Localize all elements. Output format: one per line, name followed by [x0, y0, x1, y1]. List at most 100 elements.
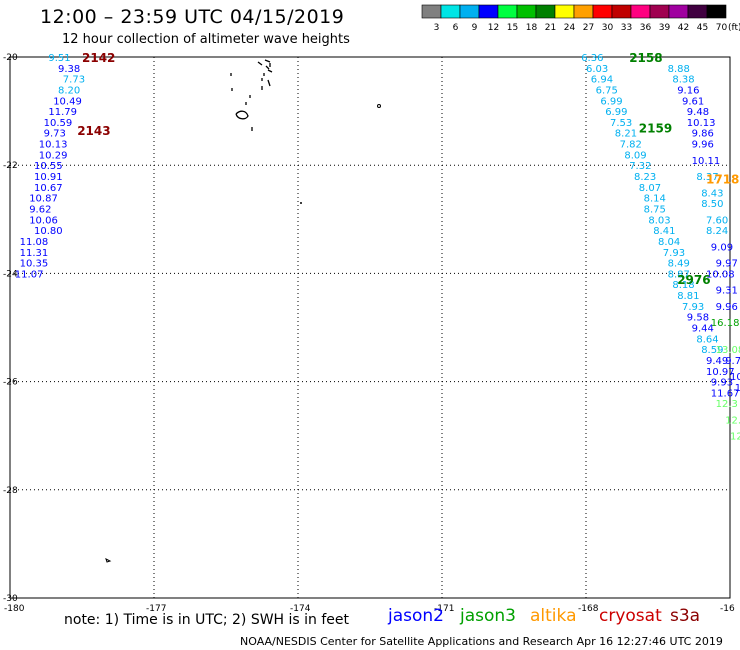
wave-height-value: 8.07 — [639, 183, 661, 194]
wave-height-value: 9.16 — [677, 85, 699, 96]
wave-height-value: 9.73 — [44, 129, 66, 140]
wave-height-value: 8.24 — [706, 226, 728, 237]
wave-height-value: 10.08 — [706, 269, 735, 280]
wave-height-value: 8.88 — [668, 64, 690, 75]
wave-height-value: 8.21 — [615, 129, 637, 140]
wave-height-value: 10.73 — [735, 383, 740, 394]
track-id-label: 2158 — [629, 51, 662, 65]
lon-tick-label: -177 — [146, 604, 166, 614]
wave-height-value: 9.38 — [58, 64, 80, 75]
wave-height-value: 11.08 — [20, 237, 49, 248]
island-outline — [105, 558, 112, 563]
wave-height-value: 9.58 — [687, 313, 709, 324]
wave-height-value: 8.09 — [624, 150, 646, 161]
wave-height-value: 11.67 — [711, 388, 740, 399]
wave-height-value: 12.3 — [716, 399, 738, 410]
wave-height-value: 10.13 — [687, 118, 716, 129]
wave-height-value: 9.62 — [29, 204, 51, 215]
wave-height-value: 8.49 — [668, 259, 690, 270]
scale-tick-label: 27 — [583, 23, 594, 33]
lat-tick-label: -26 — [3, 378, 18, 388]
wave-height-value: 11.31 — [20, 248, 49, 259]
track-id-label: 1718 — [706, 173, 739, 187]
lon-tick-label: -180 — [4, 604, 25, 614]
wave-height-value: 8.04 — [658, 237, 680, 248]
wave-height-value: 7.32 — [629, 161, 651, 172]
wave-height-value: 6.94 — [591, 75, 613, 86]
map-grid — [9, 56, 731, 599]
wave-height-value: 7.93 — [663, 248, 685, 259]
wave-height-value: 8.64 — [696, 334, 718, 345]
scale-tick-label: 12 — [488, 23, 499, 33]
color-swatch — [535, 4, 556, 19]
satellite-s3a: s3a — [670, 606, 701, 626]
footer-credit: NOAA/NESDIS Center for Satellite Applica… — [240, 635, 723, 648]
scale-tick-label: 15 — [507, 23, 518, 33]
satellite-jason2: jason2 — [388, 606, 444, 626]
scale-tick-label: 21 — [545, 23, 556, 33]
wave-height-value: 10.13 — [39, 140, 68, 151]
page-title: 12:00 – 23:59 UTC 04/15/2019 — [40, 6, 345, 28]
scale-tick-label: 3 — [434, 23, 440, 33]
island-dot — [377, 104, 381, 108]
wave-height-value: 6.03 — [586, 64, 608, 75]
wave-height-value: 16.18 — [711, 318, 740, 329]
wave-height-value: 9.70 — [725, 356, 740, 367]
map-frame — [9, 56, 731, 599]
wave-height-value: 10.67 — [34, 183, 63, 194]
lat-tick-label: -20 — [3, 53, 18, 63]
wave-height-value: 8.38 — [672, 75, 694, 86]
color-swatch — [497, 4, 518, 19]
track-labels: 2142 2143 2158 2159 1718 2976 — [77, 51, 739, 287]
wave-height-value: 6.36 — [581, 53, 603, 64]
scale-tick-label: 45 — [697, 23, 708, 33]
scale-tick-label: 39 — [659, 23, 671, 33]
wave-height-value: 8.50 — [701, 199, 723, 210]
wave-height-value: 6.99 — [605, 107, 627, 118]
wave-height-value: 9.97 — [716, 259, 738, 270]
color-swatch — [706, 4, 727, 19]
wave-height-value: 10.68 — [730, 372, 740, 383]
color-swatch — [554, 4, 575, 19]
color-swatch — [649, 4, 670, 19]
wave-height-value: 12.7 — [730, 432, 740, 443]
wave-height-value: 11.79 — [48, 107, 77, 118]
satellite-jason3: jason3 — [460, 606, 516, 626]
wave-height-value: 7.53 — [610, 118, 632, 129]
scale-tick-label: 30 — [602, 23, 614, 33]
wave-height-value: 9.61 — [682, 96, 704, 107]
track-id-label: 2159 — [639, 121, 672, 135]
wave-height-value: 10.87 — [29, 194, 58, 205]
wave-height-value: 6.99 — [600, 96, 622, 107]
scale-tick-label: 9 — [472, 23, 478, 33]
wave-height-value: 10.91 — [34, 172, 63, 183]
wave-height-value: 10.29 — [39, 150, 68, 161]
wave-height-value: 8.18 — [672, 280, 694, 291]
wave-height-value: 9.93 — [711, 378, 733, 389]
wave-height-value: 10.49 — [53, 96, 82, 107]
wave-height-value: 10.55 — [34, 161, 63, 172]
wave-height-value: 8.59 — [701, 345, 723, 356]
wave-height-value: 8.20 — [58, 85, 80, 96]
scale-tick-label: 6 — [453, 23, 459, 33]
wave-height-value: 7.73 — [63, 75, 85, 86]
scale-tick-label: 42 — [678, 23, 689, 33]
page-subtitle: 12 hour collection of altimeter wave hei… — [62, 32, 350, 47]
island-outline — [230, 59, 273, 131]
wave-height-value: 8.43 — [701, 188, 723, 199]
wave-height-value: 8.41 — [653, 226, 675, 237]
wave-height-value: 10.59 — [44, 118, 73, 129]
wave-height-value: 10.97 — [706, 367, 735, 378]
wave-height-value: 7.93 — [682, 302, 704, 313]
color-swatch — [573, 4, 594, 19]
wave-height-value: 8.37 — [696, 172, 718, 183]
lat-tick-label: -30 — [3, 594, 18, 604]
track-id-label: 2142 — [82, 51, 115, 65]
color-swatch — [592, 4, 613, 19]
wave-height-value: 13.08 — [716, 345, 740, 356]
color-swatch — [478, 4, 499, 19]
wave-height-value: 8.87 — [668, 269, 690, 280]
color-swatch — [421, 4, 442, 19]
